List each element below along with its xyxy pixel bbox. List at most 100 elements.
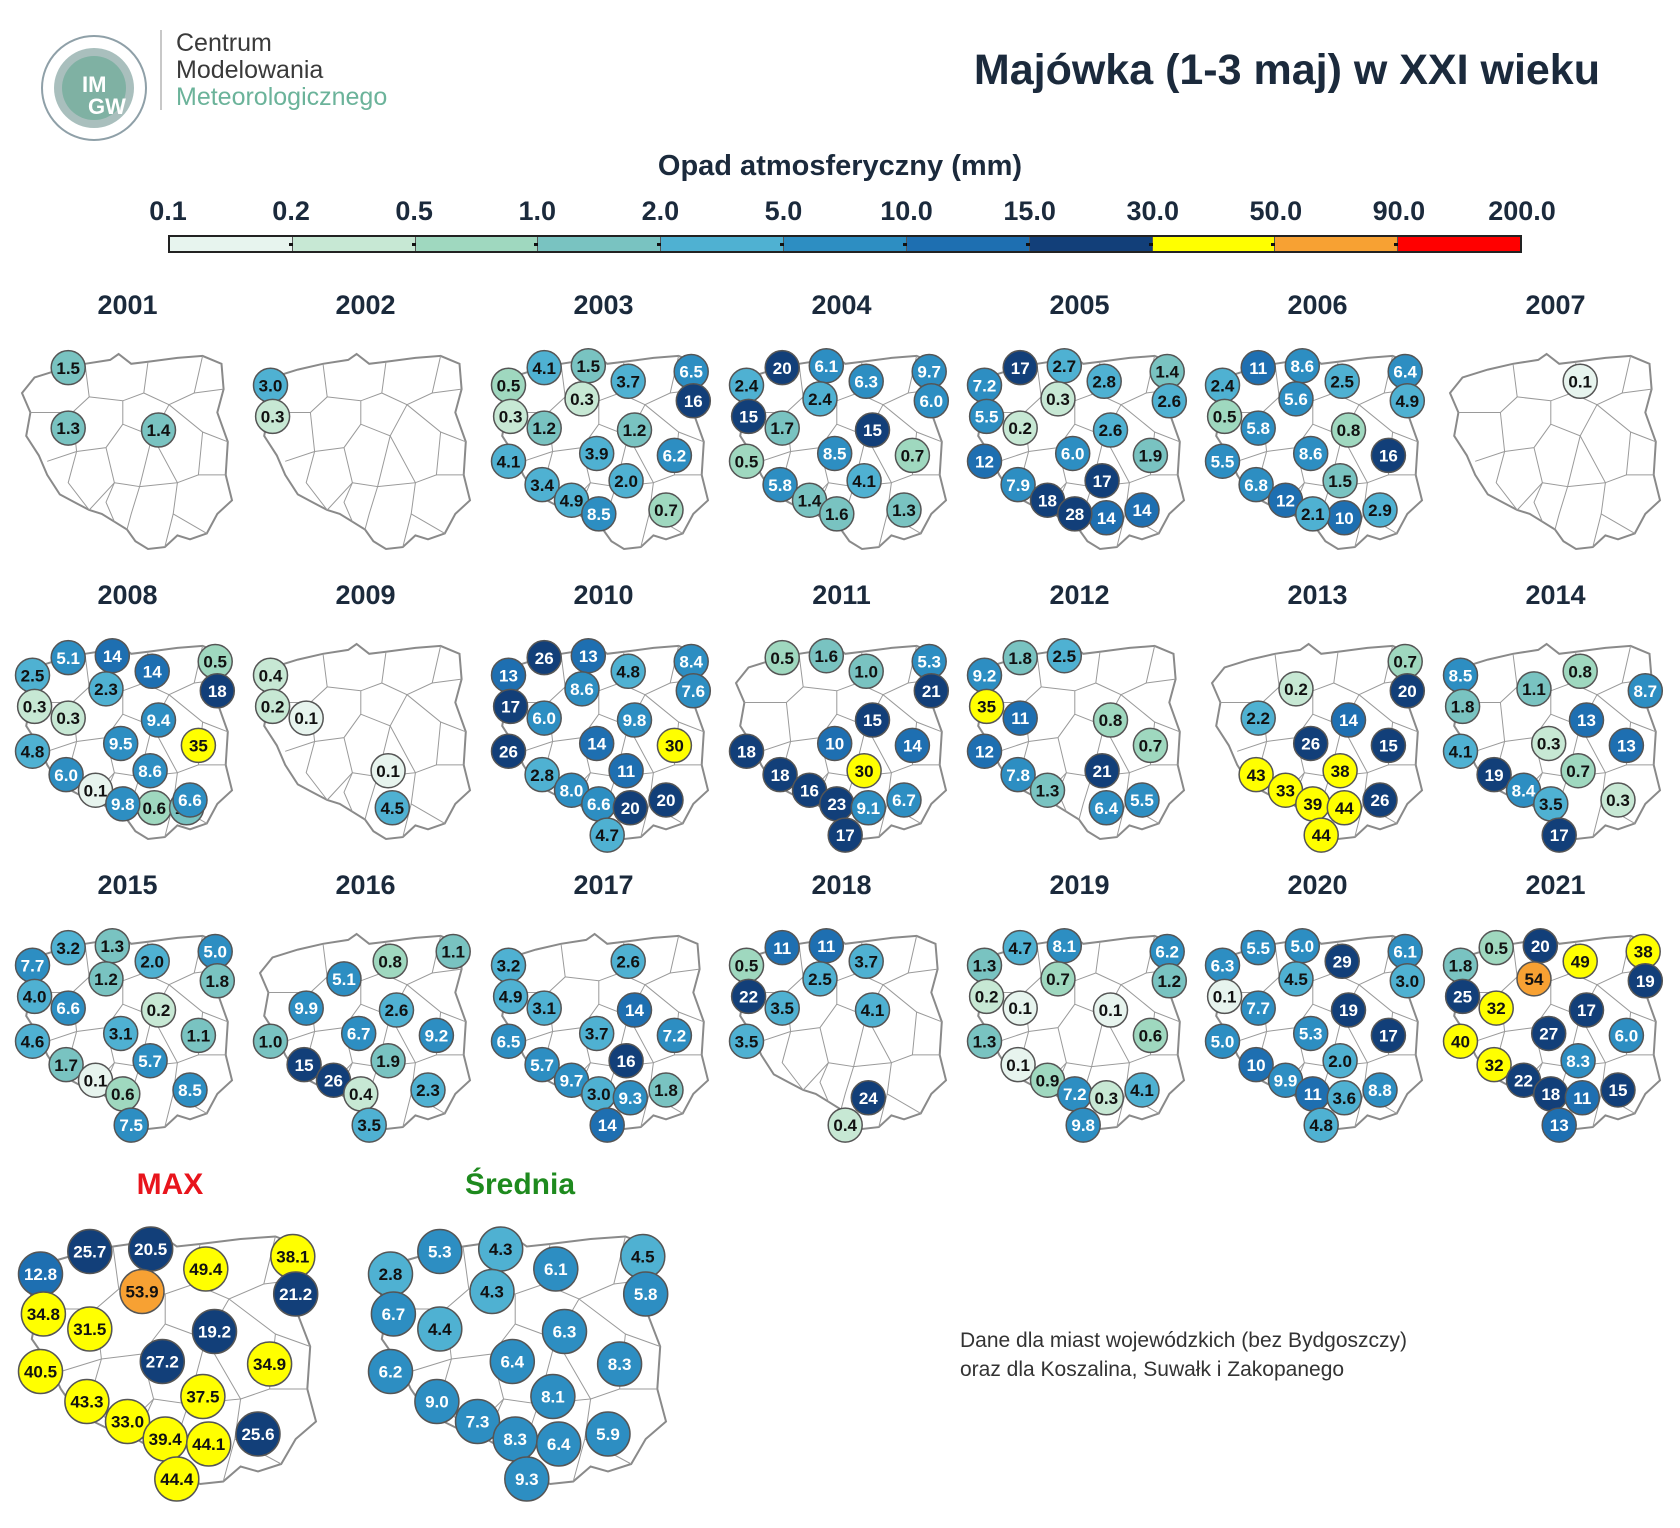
legend-title: Opad atmosferyczny (mm) xyxy=(657,150,1023,182)
station-value: 0.9 xyxy=(1036,1071,1060,1090)
station-value: 20 xyxy=(1398,682,1417,701)
station-value: 5.8 xyxy=(1246,419,1270,438)
station-circle xyxy=(139,1338,186,1385)
station-value: 43.3 xyxy=(70,1393,103,1412)
station-circle xyxy=(288,700,324,736)
station-value: 5.5 xyxy=(975,408,999,427)
station-value: 1.3 xyxy=(56,419,80,438)
voivodeship-border xyxy=(76,690,124,742)
legend-tick-label: 5.0 xyxy=(764,196,803,226)
station-marker: 25.7 xyxy=(67,1228,113,1275)
year-label: 2020 xyxy=(1287,870,1348,900)
station-circle xyxy=(968,398,1005,435)
station-value: 21.2 xyxy=(279,1285,312,1304)
year-label: 2007 xyxy=(1525,290,1586,320)
station-circle xyxy=(608,463,644,499)
voivodeship-border xyxy=(126,486,141,530)
station-value: 5.9 xyxy=(596,1425,620,1444)
station-circle xyxy=(848,943,884,980)
station-marker: 17 xyxy=(1568,992,1605,1028)
station-circle xyxy=(1389,673,1426,709)
station-marker: 0.8 xyxy=(372,943,408,980)
station-marker: 2.4 xyxy=(1204,367,1241,403)
station-circle xyxy=(1442,733,1479,769)
station-value: 26 xyxy=(1371,791,1390,810)
station-value: 0.4 xyxy=(259,666,283,685)
year-label: 2011 xyxy=(812,580,871,610)
station-value: 17 xyxy=(1093,472,1112,491)
station-circle xyxy=(802,961,838,997)
voivodeship-border xyxy=(314,400,362,452)
station-marker: 6.1 xyxy=(808,347,845,384)
legend-tick-label: 2.0 xyxy=(641,196,680,226)
station-value: 1.5 xyxy=(1328,472,1352,491)
station-marker: 1.3 xyxy=(94,927,131,964)
station-marker: 4.6 xyxy=(14,1023,51,1059)
station-marker: 8.3 xyxy=(596,1341,643,1387)
station-value: 4.5 xyxy=(1284,970,1308,989)
station-marker: 6.2 xyxy=(656,437,693,474)
station-circle xyxy=(370,753,406,789)
station-circle xyxy=(492,978,529,1015)
station-circle xyxy=(490,733,527,769)
station-circle xyxy=(1000,756,1036,793)
station-marker: 26 xyxy=(315,1062,352,1098)
station-marker: 17 xyxy=(1002,349,1038,386)
precipitation-map: 0.5 4.1 1.5 3.7 6.5 16 0.3 0.3 1.2 1.2 4.1 3.9 6.2 3.… xyxy=(490,347,712,551)
station-circle xyxy=(185,1421,232,1467)
station-circle xyxy=(1362,492,1398,528)
station-marker: 0.1 xyxy=(1562,363,1598,400)
station-value: 44 xyxy=(1312,826,1331,845)
station-marker: 1.3 xyxy=(886,492,922,528)
station-circle xyxy=(656,727,693,764)
station-value: 21 xyxy=(922,682,941,701)
station-value: 15 xyxy=(863,711,882,730)
station-marker: 9.7 xyxy=(911,353,947,390)
station-marker: 40 xyxy=(1442,1023,1479,1059)
legend-swatch xyxy=(1152,237,1279,251)
station-value: 1.3 xyxy=(973,1032,997,1051)
station-value: 8.3 xyxy=(503,1430,527,1449)
station-marker: 0.7 xyxy=(648,492,684,528)
station-circle xyxy=(850,1080,887,1116)
station-marker: 25.6 xyxy=(235,1411,281,1457)
station-value: 33.0 xyxy=(111,1413,144,1432)
station-marker: 13 xyxy=(570,637,607,674)
station-marker: 19.2 xyxy=(191,1308,238,1355)
summary-title: MAX xyxy=(136,1168,204,1201)
station-marker: 4.1 xyxy=(526,349,562,386)
station-marker: 4.9 xyxy=(553,482,590,518)
station-marker: 5.9 xyxy=(585,1411,631,1457)
legend-separator xyxy=(902,243,910,246)
station-circle xyxy=(1562,653,1598,690)
station-circle xyxy=(1240,349,1276,386)
voivodeship-border xyxy=(1028,980,1076,1032)
station-circle xyxy=(524,466,560,503)
station-circle xyxy=(1627,963,1664,999)
station-circle xyxy=(104,1398,151,1445)
station-marker: 18 xyxy=(1533,1076,1569,1112)
station-circle xyxy=(1206,978,1243,1015)
station-value: 17 xyxy=(1379,1027,1398,1046)
station-marker: 14 xyxy=(134,653,170,690)
precipitation-map: 11 11 3.7 0.5 2.5 22 3.5 4.1 3.5 240.4 xyxy=(728,927,948,1143)
station-marker: 6.7 xyxy=(340,1015,377,1052)
station-circle xyxy=(17,1348,64,1395)
voivodeship-border xyxy=(76,980,124,1032)
voivodeship-border xyxy=(744,653,804,703)
station-circle xyxy=(1040,961,1076,997)
station-circle xyxy=(608,753,644,789)
station-marker: 33.0 xyxy=(104,1398,151,1445)
station-value: 6.5 xyxy=(497,1032,521,1051)
station-circle xyxy=(764,990,800,1026)
station-value: 2.0 xyxy=(614,472,638,491)
station-value: 4.8 xyxy=(21,742,45,761)
station-circle xyxy=(88,961,124,997)
station-circle xyxy=(1084,753,1120,789)
station-value: 14 xyxy=(143,662,162,681)
station-marker: 0.2 xyxy=(968,978,1005,1015)
station-value: 18 xyxy=(208,682,227,701)
station-marker: 35 xyxy=(968,688,1005,725)
precipitation-map: 0.1 xyxy=(1448,352,1662,551)
station-value: 1.8 xyxy=(1449,956,1473,975)
